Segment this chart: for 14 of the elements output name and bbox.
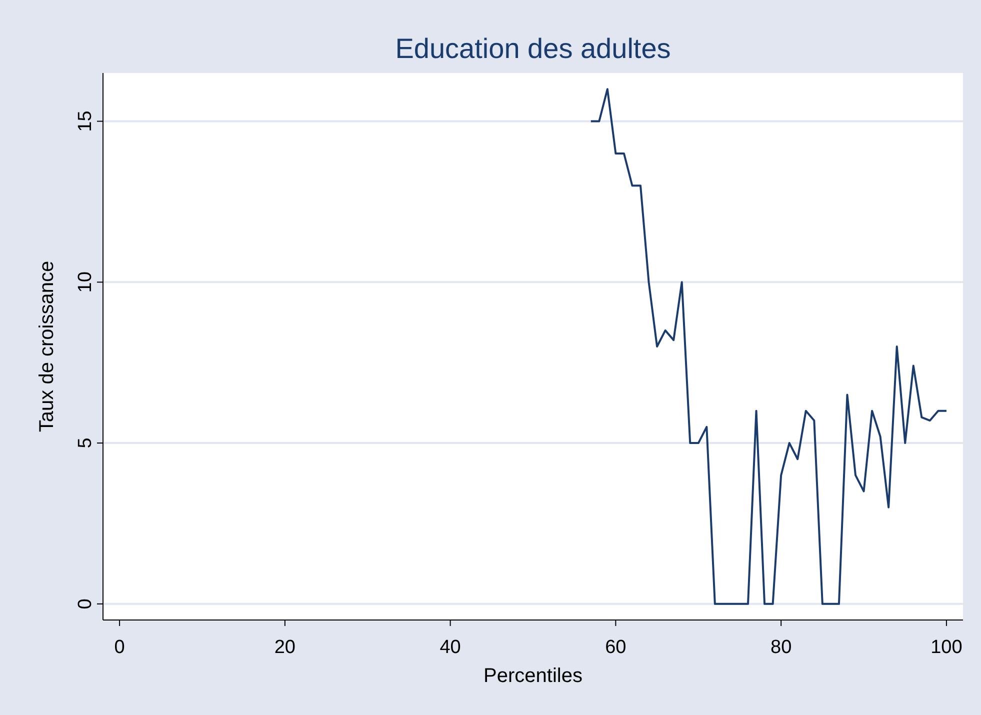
x-tick-label: 100 bbox=[930, 637, 962, 658]
x-axis-title: Percentiles bbox=[484, 665, 582, 687]
x-tick-label: 0 bbox=[114, 637, 125, 658]
x-tick-label: 40 bbox=[440, 637, 461, 658]
chart-title: Education des adultes bbox=[395, 33, 671, 64]
x-tick-label: 20 bbox=[274, 637, 296, 658]
y-tick-label: 10 bbox=[75, 272, 96, 293]
x-tick-label: 60 bbox=[605, 637, 626, 658]
y-tick-label: 15 bbox=[75, 110, 96, 132]
y-tick-label: 0 bbox=[75, 598, 96, 610]
y-tick-label: 5 bbox=[75, 438, 96, 448]
x-tick-label: 80 bbox=[770, 637, 792, 658]
y-axis-title: Taux de croissance bbox=[36, 260, 58, 432]
line-series bbox=[590, 88, 948, 605]
